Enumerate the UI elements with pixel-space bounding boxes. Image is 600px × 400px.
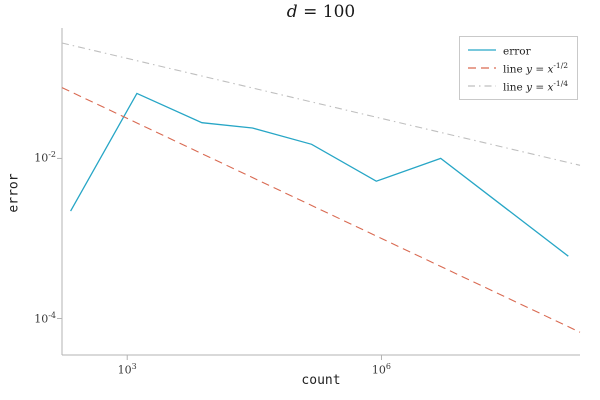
series-line-1 — [61, 87, 581, 333]
legend-line-sample-ref-half — [468, 67, 497, 69]
legend-label-ref-quarter: line y = x-1/4 — [503, 78, 568, 94]
x-tick-label-1e3: 103 — [117, 362, 137, 377]
y-tick-label-1e-4: 10-4 — [34, 310, 56, 326]
chart-title: d = 100 — [287, 2, 355, 22]
y-tick-label-1e-2: 10-2 — [34, 150, 56, 166]
title-rest: = 100 — [297, 2, 356, 22]
y-axis-label: error — [6, 173, 22, 213]
series-line-2 — [61, 42, 581, 166]
legend-line-sample-error — [468, 49, 497, 51]
legend-row-ref-half: line y = x-1/2 — [467, 59, 568, 77]
series-line-0 — [70, 92, 569, 257]
legend: error line y = x-1/2 line y = x-1/4 — [459, 36, 578, 100]
legend-line-sample-ref-quarter — [468, 85, 497, 87]
legend-label-error: error — [503, 45, 531, 58]
legend-row-ref-quarter: line y = x-1/4 — [467, 77, 568, 95]
title-math-var: d — [286, 2, 298, 22]
x-tick-label-1e6: 106 — [371, 362, 392, 377]
x-axis-label: count — [301, 373, 341, 388]
legend-label-ref-half: line y = x-1/2 — [503, 60, 568, 76]
legend-row-error: error — [467, 41, 568, 59]
